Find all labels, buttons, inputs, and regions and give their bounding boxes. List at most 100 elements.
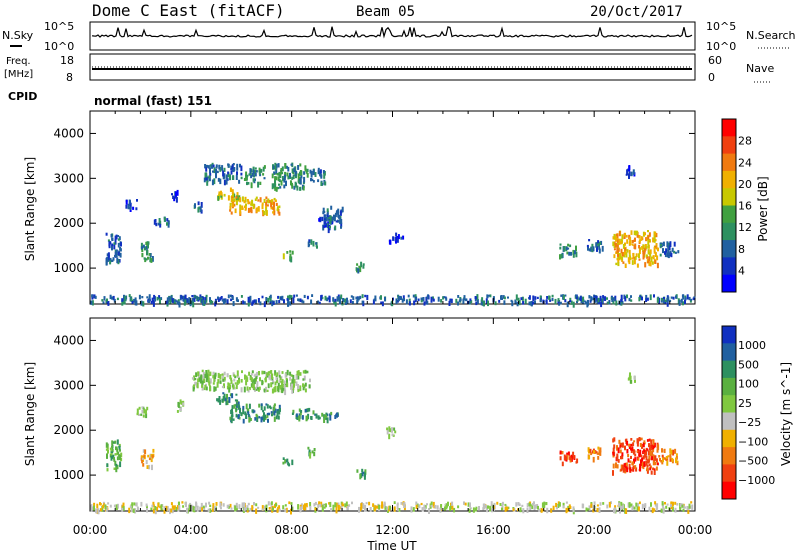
data-cell xyxy=(443,296,446,299)
data-cell xyxy=(271,413,273,417)
data-cell xyxy=(235,393,238,396)
data-cell xyxy=(638,244,641,249)
data-cell xyxy=(327,297,330,300)
data-cell xyxy=(317,167,320,172)
data-cell xyxy=(311,450,314,454)
data-cell xyxy=(140,300,143,306)
data-cell xyxy=(93,502,96,507)
data-cell xyxy=(440,299,443,303)
data-cell xyxy=(248,371,251,376)
data-cell xyxy=(309,505,312,511)
data-cell xyxy=(217,296,219,300)
data-cell xyxy=(314,501,317,506)
data-cell xyxy=(180,401,183,405)
data-cell xyxy=(223,383,225,389)
data-cell xyxy=(281,166,284,172)
y-tick-label: 3000 xyxy=(53,378,84,392)
data-cell xyxy=(647,235,650,241)
freq-label-1: Freq. xyxy=(6,56,31,67)
data-cell xyxy=(141,458,144,464)
data-cell xyxy=(633,375,636,380)
data-cell xyxy=(663,448,666,453)
data-cell xyxy=(622,261,625,264)
data-cell xyxy=(423,301,426,306)
data-cell xyxy=(613,444,616,449)
data-cell xyxy=(297,504,300,510)
data-cell xyxy=(116,257,119,264)
data-cell xyxy=(217,379,220,384)
data-cell xyxy=(179,407,182,412)
data-cell xyxy=(682,294,685,300)
data-cell xyxy=(653,251,656,254)
data-cell xyxy=(410,508,413,513)
data-cell xyxy=(641,296,643,301)
data-cell xyxy=(655,243,658,248)
data-cell xyxy=(615,262,618,266)
data-cell xyxy=(276,372,279,377)
data-cell xyxy=(643,464,646,467)
data-cell xyxy=(617,254,620,257)
data-cell xyxy=(272,301,275,305)
data-cell xyxy=(324,414,327,417)
data-cell xyxy=(618,501,621,504)
y-tick-label: 3000 xyxy=(53,171,84,185)
data-cell xyxy=(616,244,619,248)
data-cell xyxy=(198,297,201,300)
data-cell xyxy=(389,505,391,510)
data-cell xyxy=(113,298,116,303)
data-cell xyxy=(650,439,653,445)
data-cell xyxy=(675,295,677,299)
data-cell xyxy=(253,378,256,385)
data-cell xyxy=(643,461,646,467)
data-cell xyxy=(146,241,148,246)
data-cell xyxy=(633,259,636,265)
data-cell xyxy=(328,220,331,223)
data-cell xyxy=(528,503,531,507)
data-cell xyxy=(548,295,551,300)
data-cell xyxy=(281,371,284,374)
data-cell xyxy=(654,461,657,466)
data-cell xyxy=(142,463,145,467)
data-cell xyxy=(326,212,329,218)
data-cell xyxy=(644,262,647,268)
data-cell xyxy=(542,503,545,508)
data-cell xyxy=(335,502,338,508)
colorbar-tick-label: 4 xyxy=(738,264,745,277)
data-cell xyxy=(255,377,257,382)
data-cell xyxy=(649,294,652,301)
data-cell xyxy=(240,295,243,298)
data-cell xyxy=(246,181,248,186)
data-cell xyxy=(147,454,150,458)
data-cell xyxy=(262,409,265,413)
data-cell xyxy=(146,249,148,256)
data-cell xyxy=(314,413,317,416)
y-tick-label: 2000 xyxy=(53,423,84,437)
nave-top-tick: 60 xyxy=(708,54,722,67)
data-cell xyxy=(269,294,272,298)
data-cell xyxy=(394,236,397,242)
data-cell xyxy=(109,294,112,300)
data-cell xyxy=(263,406,266,411)
data-cell xyxy=(238,377,240,381)
data-cell xyxy=(234,505,237,512)
colorbar-swatch xyxy=(722,240,736,258)
data-cell xyxy=(619,253,621,259)
data-cell xyxy=(654,501,657,505)
data-cell xyxy=(613,244,616,248)
data-cell xyxy=(261,370,264,375)
data-cell xyxy=(242,300,245,304)
data-cell xyxy=(267,371,270,376)
data-cell xyxy=(632,465,635,469)
freq-panel: Freq. [MHz] 18 8 60 0 Nave xyxy=(4,53,774,84)
data-cell xyxy=(626,440,629,446)
data-cell xyxy=(104,504,107,510)
x-tick-label: 08:00 xyxy=(274,523,309,537)
data-cell xyxy=(653,247,656,252)
data-cell xyxy=(242,405,245,410)
data-cell xyxy=(145,409,147,415)
data-cell xyxy=(223,179,226,186)
data-cell xyxy=(281,387,284,394)
data-cell xyxy=(684,299,686,305)
data-cell xyxy=(223,167,226,172)
